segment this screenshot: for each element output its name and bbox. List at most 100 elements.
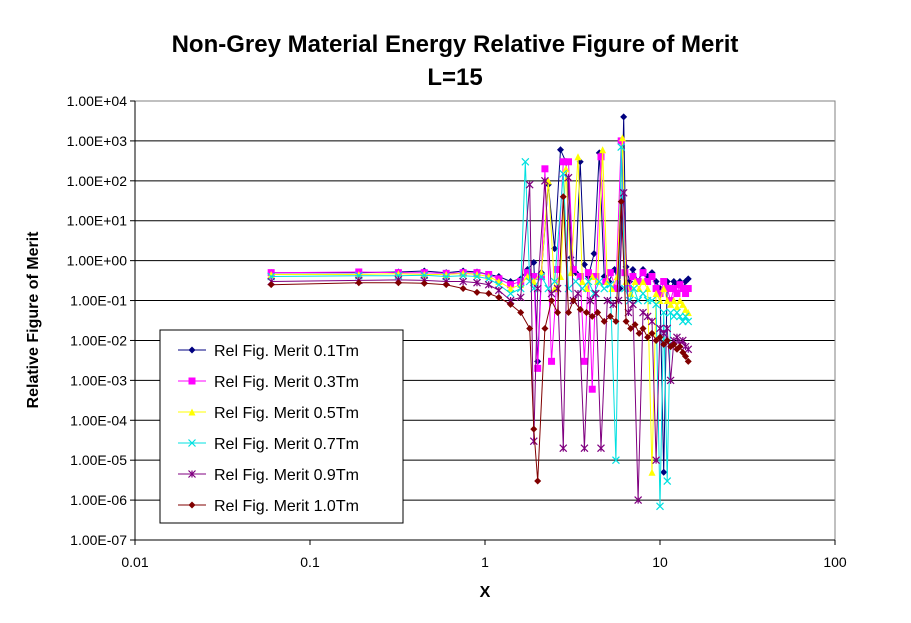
data-point bbox=[634, 296, 643, 305]
data-point bbox=[554, 265, 562, 273]
data-point bbox=[617, 143, 626, 152]
data-point bbox=[580, 261, 588, 269]
data-point bbox=[648, 317, 656, 326]
data-point bbox=[679, 285, 687, 293]
data-point bbox=[588, 312, 596, 320]
data-point bbox=[635, 329, 643, 337]
data-point bbox=[656, 502, 664, 511]
data-point bbox=[506, 289, 515, 298]
y-tick-label: 1.00E-07 bbox=[70, 532, 127, 548]
data-point bbox=[521, 157, 530, 166]
data-point bbox=[660, 468, 668, 476]
data-point bbox=[473, 272, 481, 281]
data-point bbox=[473, 278, 481, 287]
data-point bbox=[548, 357, 556, 365]
data-point bbox=[652, 290, 660, 298]
data-point bbox=[594, 309, 602, 317]
y-axis-label: Relative Figure of Merit bbox=[25, 231, 42, 409]
data-point bbox=[599, 146, 607, 154]
data-point bbox=[548, 297, 556, 305]
data-point bbox=[652, 300, 661, 309]
data-point bbox=[679, 300, 687, 308]
data-point bbox=[578, 278, 586, 286]
data-point bbox=[660, 340, 668, 348]
data-point bbox=[580, 357, 588, 365]
data-point bbox=[670, 285, 678, 293]
data-point bbox=[656, 290, 664, 298]
data-point bbox=[459, 271, 468, 280]
data-point bbox=[530, 258, 538, 266]
data-point bbox=[660, 285, 668, 293]
axis-ticks: 1.00E+04 1.00E+03 1.00E+02 1.00E+01 1.00E+00… bbox=[67, 93, 847, 570]
y-tick-label: 1.00E-05 bbox=[70, 452, 127, 468]
data-point bbox=[648, 329, 656, 337]
data-point bbox=[584, 277, 593, 286]
data-point bbox=[550, 277, 559, 286]
legend: Rel Fig. Merit 0.1Tm Rel Fig. Merit 0.3Tm… bbox=[159, 329, 404, 524]
data-point bbox=[442, 281, 450, 289]
data-point bbox=[644, 333, 652, 341]
data-point bbox=[540, 176, 549, 185]
series-line bbox=[271, 147, 689, 507]
data-point bbox=[639, 289, 647, 298]
data-point bbox=[678, 336, 687, 345]
legend-label: Rel Fig. Merit 1.0Tm bbox=[214, 498, 359, 515]
legend-label: Rel Fig. Merit 0.1Tm bbox=[214, 343, 359, 360]
data-point bbox=[666, 376, 675, 385]
data-point bbox=[620, 113, 628, 121]
data-point bbox=[600, 284, 609, 293]
data-point bbox=[627, 324, 635, 332]
data-point bbox=[673, 303, 681, 311]
legend-box bbox=[159, 329, 404, 524]
data-point bbox=[682, 352, 690, 360]
data-point bbox=[629, 265, 637, 273]
data-point bbox=[559, 444, 568, 453]
data-point bbox=[663, 336, 671, 344]
data-point bbox=[682, 290, 690, 298]
data-point bbox=[659, 308, 668, 317]
x-tick-label: 100 bbox=[823, 554, 847, 570]
data-point bbox=[507, 300, 515, 308]
data-point bbox=[517, 309, 525, 317]
data-point bbox=[639, 324, 647, 332]
data-point bbox=[525, 277, 534, 286]
data-point bbox=[660, 278, 668, 286]
data-point bbox=[631, 278, 639, 286]
data-point bbox=[507, 281, 515, 289]
data-point bbox=[656, 333, 664, 341]
series-layer bbox=[267, 113, 693, 511]
data-point bbox=[564, 309, 572, 317]
data-point bbox=[588, 273, 596, 281]
data-point bbox=[576, 273, 584, 281]
data-point bbox=[676, 312, 684, 321]
data-point bbox=[569, 297, 577, 305]
data-point bbox=[684, 345, 693, 354]
data-point bbox=[571, 277, 580, 286]
y-tick-label: 1.00E+01 bbox=[67, 213, 128, 229]
y-tick-label: 1.00E-04 bbox=[70, 412, 127, 428]
y-tick-label: 1.00E-01 bbox=[70, 293, 127, 309]
data-point bbox=[684, 357, 692, 365]
y-tick-label: 1.00E+02 bbox=[67, 173, 128, 189]
data-point bbox=[588, 385, 596, 393]
series-3 bbox=[267, 143, 693, 511]
data-point bbox=[580, 444, 589, 453]
data-point bbox=[639, 278, 647, 286]
legend-label: Rel Fig. Merit 0.7Tm bbox=[214, 436, 359, 453]
data-point bbox=[676, 297, 684, 305]
data-point bbox=[606, 280, 615, 289]
data-point bbox=[507, 285, 515, 293]
data-point bbox=[612, 456, 620, 465]
data-point bbox=[420, 279, 428, 287]
y-tick-label: 1.00E-06 bbox=[70, 492, 127, 508]
data-point bbox=[639, 269, 647, 277]
data-point bbox=[574, 289, 582, 298]
chart-subtitle: L=15 bbox=[427, 64, 482, 91]
data-point bbox=[541, 324, 549, 332]
data-point bbox=[652, 285, 660, 293]
x-tick-label: 10 bbox=[652, 554, 668, 570]
data-point bbox=[355, 279, 363, 287]
data-point bbox=[584, 269, 592, 277]
data-point bbox=[652, 456, 661, 465]
